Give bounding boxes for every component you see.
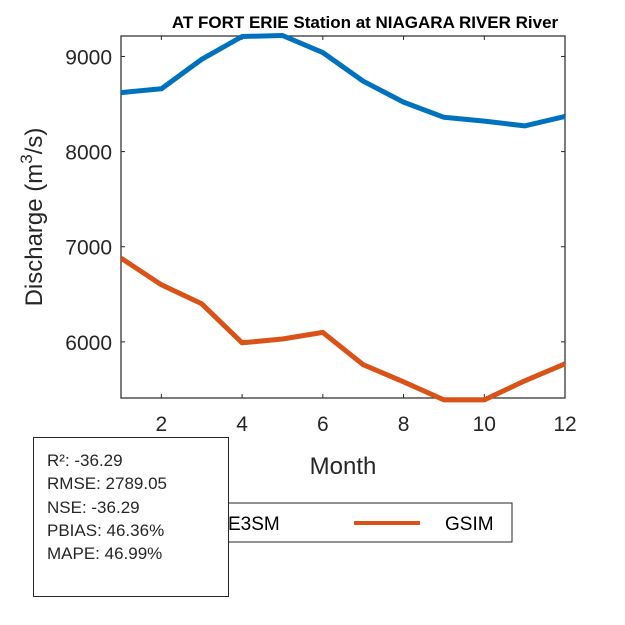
stat-mape: MAPE: 46.99% (47, 544, 163, 564)
series-lines (121, 33, 566, 403)
stat-pbias: PBIAS: 46.36% (47, 520, 165, 540)
x-tick-label: 2 (156, 413, 168, 436)
legend-box (179, 502, 513, 543)
x-tick-label: 6 (317, 413, 329, 436)
y-tick-label: 9000 (65, 46, 112, 69)
axes-box (120, 35, 566, 399)
y-axis-label: Discharge (m3/s) (17, 128, 48, 307)
x-tick-label: 12 (553, 413, 576, 436)
x-ticks: 2 4 6 8 10 12 (156, 36, 577, 436)
x-tick-label: 4 (236, 413, 248, 436)
stat-rmse: RMSE: 2789.05 (47, 474, 168, 494)
stats-box: R²: -36.29 RMSE: 2789.05 NSE: -36.29 PBI… (33, 437, 229, 597)
legend: E3SM GSIM (179, 502, 513, 543)
y-ticks: 6000 7000 8000 9000 (65, 46, 565, 355)
chart-title: AT FORT ERIE Station at NIAGARA RIVER Ri… (172, 13, 559, 32)
series-line-e3sm (121, 33, 566, 129)
plot-area: 2 4 6 8 10 12 6000 7000 8000 9000 (65, 33, 577, 436)
x-axis-label: Month (310, 453, 377, 480)
x-tick-label: 8 (398, 413, 410, 436)
y-tick-label: 6000 (65, 332, 112, 355)
legend-label-gsim: GSIM (445, 514, 494, 535)
stat-nse: NSE: -36.29 (47, 497, 140, 517)
y-axis-label-main: Discharge (m (21, 164, 48, 307)
y-tick-label: 8000 (65, 142, 112, 165)
y-axis-label-end: /s) (21, 128, 48, 155)
stat-r2: R²: -36.29 (47, 451, 123, 470)
x-tick-label: 10 (473, 413, 496, 436)
y-axis-label-superscript: 3 (17, 154, 36, 163)
legend-label-e3sm: E3SM (228, 514, 280, 535)
y-tick-label: 7000 (65, 237, 112, 260)
series-line-gsim (121, 256, 566, 403)
